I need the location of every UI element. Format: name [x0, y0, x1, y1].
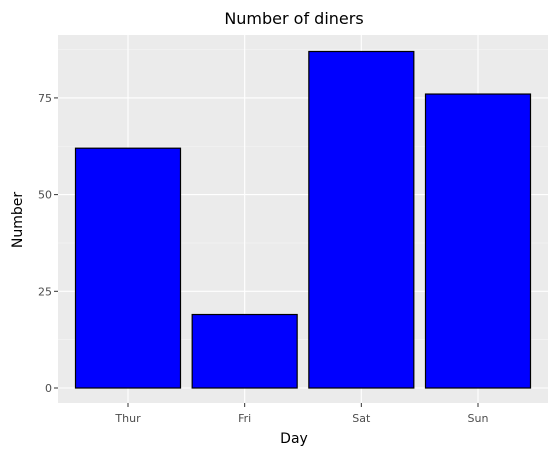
x-tick-label: Thur — [114, 412, 141, 425]
y-tick-label: 50 — [38, 189, 52, 202]
y-tick-label: 75 — [38, 92, 52, 105]
bars — [74, 50, 532, 389]
bar-fri — [191, 313, 298, 389]
bar-sat — [308, 50, 415, 389]
x-tick-label: Sun — [468, 412, 489, 425]
bar-thur — [74, 147, 182, 389]
x-tick-label: Fri — [238, 412, 251, 425]
y-tick-label: 0 — [45, 382, 52, 395]
bar-sun — [424, 93, 532, 389]
x-tick-label: Sat — [352, 412, 371, 425]
chart-title: Number of diners — [224, 9, 363, 28]
x-axis-title: Day — [280, 431, 308, 447]
y-axis: 0 25 50 75 — [38, 92, 58, 395]
y-axis-title: Number — [10, 192, 26, 248]
y-tick-label: 25 — [38, 285, 52, 298]
x-axis: Thur Fri Sat Sun — [114, 403, 488, 425]
